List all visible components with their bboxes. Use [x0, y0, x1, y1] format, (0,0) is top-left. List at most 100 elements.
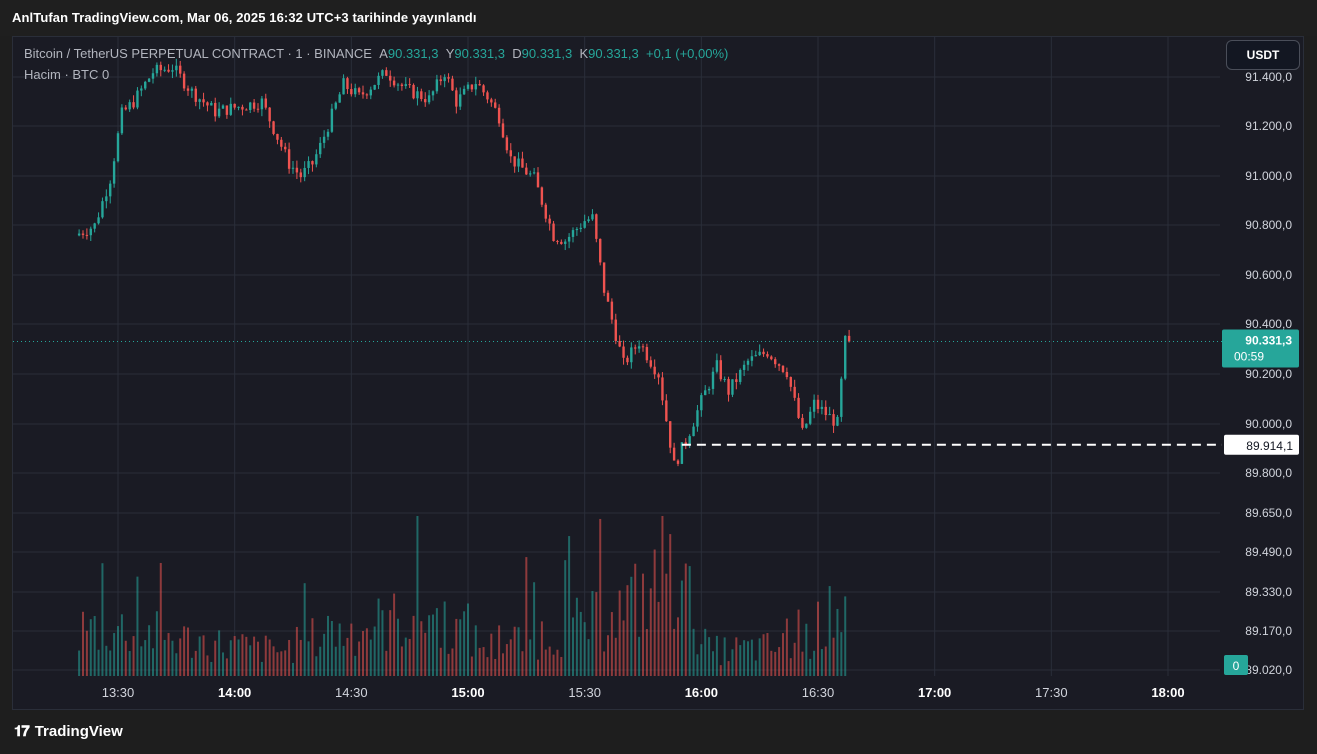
volume-bar [801, 651, 804, 676]
candle-body [785, 371, 789, 378]
candle-body [241, 106, 244, 110]
chart-frame[interactable] [12, 36, 1304, 710]
candle-body [171, 70, 174, 72]
candle-body [284, 146, 287, 150]
candle-body [124, 107, 127, 110]
candle-body [217, 108, 221, 117]
candle-body [602, 262, 606, 293]
volume-bar [774, 651, 777, 676]
candle-body [676, 460, 680, 464]
candle-body [202, 99, 205, 103]
candle-body [478, 84, 481, 86]
volume-bar [315, 656, 318, 676]
volume-bar [82, 611, 84, 676]
symbol-legend: Bitcoin / TetherUS PERPETUAL CONTRACT · … [24, 46, 728, 61]
candle-body [777, 364, 781, 366]
candle-body [490, 99, 493, 103]
volume-bar [194, 650, 197, 676]
candle-body [567, 236, 571, 242]
close-label: K [579, 46, 589, 61]
volume-bar [587, 639, 590, 676]
candle-body [758, 351, 761, 356]
y-tick-label: 91.200,0 [1245, 119, 1292, 133]
volume-bar [101, 563, 104, 676]
volume-bar [700, 644, 703, 676]
volume-bar [85, 630, 88, 676]
candle-body [579, 227, 582, 229]
volume-bar [692, 628, 695, 676]
candle-body [408, 84, 411, 86]
candle-body [350, 89, 353, 95]
volume-bar [657, 601, 660, 676]
candle-body [820, 406, 824, 409]
candle-body [731, 379, 734, 395]
volume-bar [214, 640, 217, 676]
candle-body [766, 354, 769, 357]
candle-body [89, 228, 92, 236]
candle-body [789, 377, 792, 387]
candle-body [326, 131, 330, 137]
volume-bar [93, 616, 96, 676]
volume-bar [198, 636, 201, 676]
volume-bar [144, 640, 147, 676]
candle-body [552, 223, 555, 241]
volume-bar [237, 639, 240, 676]
candle-body [287, 149, 291, 169]
candle-body [801, 417, 804, 428]
volume-bar [159, 562, 162, 676]
volume-bar [459, 619, 462, 676]
candle-body [680, 442, 684, 464]
candle-body [295, 167, 299, 173]
tradingview-logo[interactable]: 𝟏𝟕 TradingView [14, 723, 123, 740]
volume-bar [782, 633, 784, 676]
candle-body [844, 335, 847, 379]
low-label: D [512, 46, 522, 61]
candle-body [688, 436, 691, 445]
volume-bar [731, 649, 734, 676]
volume-bar [770, 650, 773, 676]
volume-bar [595, 592, 598, 676]
candle-body [836, 416, 839, 426]
volume-label[interactable]: Hacim · BTC [24, 67, 99, 82]
candle-body [256, 108, 260, 110]
volume-bar [824, 646, 827, 676]
candle-body [385, 70, 388, 76]
y-tick-label: 90.600,0 [1245, 268, 1292, 282]
volume-bar [626, 585, 629, 676]
volume-bar [474, 625, 477, 676]
volume-bar [498, 625, 501, 676]
candle-body [179, 65, 182, 74]
volume-bar [280, 651, 283, 676]
candle-body [723, 379, 726, 381]
volume-bar [603, 651, 606, 676]
volume-bar [369, 639, 372, 676]
candle-body [622, 346, 625, 358]
volume-bar [354, 655, 357, 676]
candle-body [532, 172, 536, 174]
volume-bar [688, 566, 691, 676]
volume-bar [607, 635, 609, 676]
symbol-title[interactable]: Bitcoin / TetherUS PERPETUAL CONTRACT · … [24, 46, 372, 61]
volume-bar [622, 620, 625, 676]
candle-body [564, 241, 567, 244]
volume-bar [665, 573, 668, 676]
candle-body [649, 360, 652, 367]
candle-body [182, 73, 186, 89]
candle-body [497, 107, 501, 124]
candle-body [529, 173, 532, 175]
volume-bar [299, 639, 302, 676]
candle-body [299, 172, 302, 178]
candle-body [513, 156, 516, 167]
volume-bar [210, 661, 213, 676]
volume-bar [572, 617, 574, 676]
candle-body [455, 90, 458, 107]
x-tick-label: 15:00 [451, 685, 484, 700]
candle-body [816, 399, 820, 409]
candle-body [85, 234, 89, 236]
currency-button[interactable]: USDT [1226, 40, 1300, 70]
candle-body [447, 77, 450, 79]
candle-body [233, 103, 236, 108]
candle-body [280, 139, 283, 147]
candle-body [610, 301, 614, 320]
